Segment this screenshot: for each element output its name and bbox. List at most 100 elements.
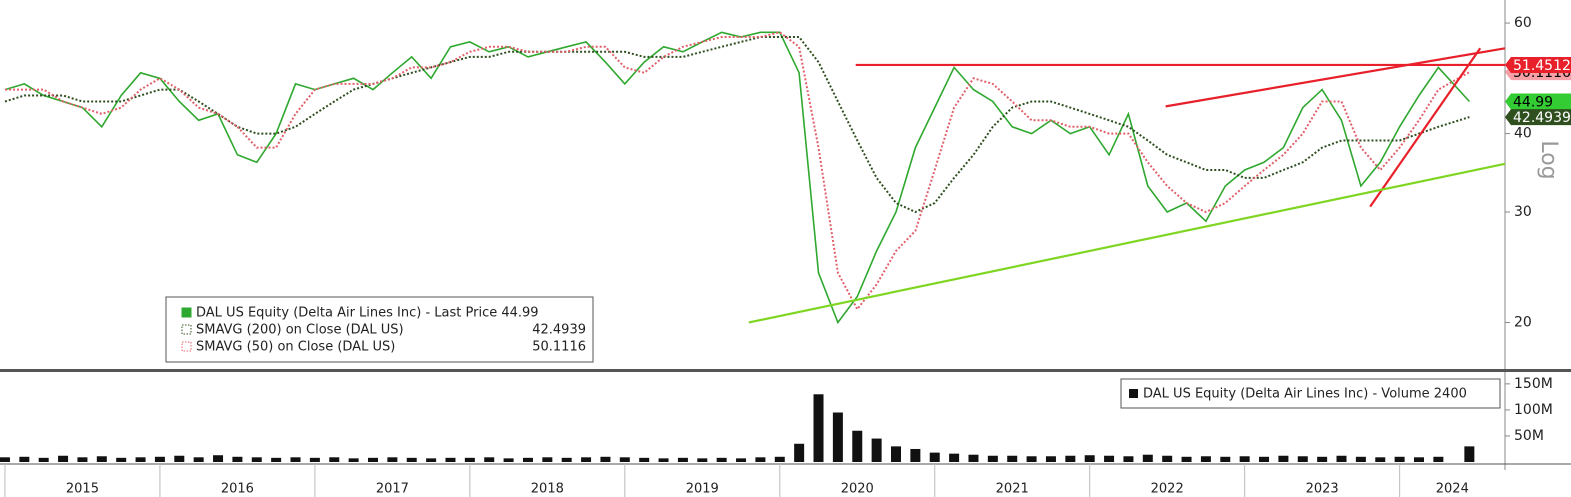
legend-box (1120, 378, 1501, 409)
bar (890, 446, 901, 462)
bar (77, 457, 88, 462)
bar (1336, 455, 1347, 462)
legend-label: SMAVG (200) on Close (DAL US) (196, 323, 404, 338)
bar (116, 457, 127, 462)
bar (677, 457, 688, 462)
x-tick-label: 2019 (686, 482, 719, 497)
x-tick-label: 2017 (376, 482, 409, 497)
legend-value: 50.1116 (532, 340, 586, 355)
bar (1065, 455, 1076, 462)
bar (1104, 455, 1115, 462)
bar (232, 456, 243, 462)
y-tick-label: 40 (1514, 126, 1532, 142)
bar (58, 455, 69, 462)
bar (581, 457, 592, 462)
bar (193, 457, 204, 462)
bar (1142, 454, 1153, 462)
price-tag-label: 51.4512 (1513, 58, 1571, 74)
price-tag-label: 44.99 (1513, 95, 1553, 111)
bar (38, 457, 49, 462)
bar (329, 457, 340, 462)
legend-box (165, 296, 594, 363)
bar (1200, 456, 1211, 462)
bar (794, 443, 805, 462)
bar (1394, 456, 1405, 462)
legend-label: SMAVG (50) on Close (DAL US) (196, 340, 395, 355)
series-line (4, 36, 1470, 214)
bar (426, 458, 437, 462)
bar (1464, 446, 1475, 462)
bar (1278, 455, 1289, 462)
bar (309, 457, 320, 462)
bar (1181, 456, 1192, 462)
y-tick-label: 150M (1514, 376, 1553, 392)
y-tick-label: 20 (1514, 314, 1532, 330)
legend-marker (181, 307, 192, 318)
bar (1239, 456, 1250, 462)
x-tick-label: 2020 (841, 482, 874, 497)
bar (154, 456, 165, 462)
bar (949, 453, 960, 462)
x-tick-label: 2018 (531, 482, 564, 497)
bar (19, 456, 30, 462)
bar (1220, 456, 1231, 462)
bar (774, 456, 785, 462)
bar (658, 458, 669, 462)
trend-line (1165, 47, 1506, 108)
bar (271, 457, 282, 462)
y-tick-label: 30 (1514, 204, 1532, 220)
bar (600, 456, 611, 462)
bar (1084, 455, 1095, 462)
series-line (4, 31, 1470, 325)
trend-line (748, 162, 1506, 324)
bar (348, 458, 359, 462)
y-tick-label: 50M (1514, 428, 1544, 444)
x-tick-label: 2022 (1151, 482, 1184, 497)
x-tick-label: 2024 (1436, 482, 1469, 497)
bar (1297, 456, 1308, 462)
x-tick-label: 2023 (1306, 482, 1339, 497)
bar (213, 455, 224, 462)
bar (542, 457, 553, 462)
legend-label: DAL US Equity (Delta Air Lines Inc) - La… (196, 306, 539, 321)
bar (716, 457, 727, 462)
legend-label: DAL US Equity (Delta Air Lines Inc) - Vo… (1143, 387, 1467, 402)
bar (503, 458, 514, 462)
bar (852, 430, 863, 462)
bar (929, 452, 940, 462)
bar (445, 457, 456, 462)
bar (1007, 455, 1018, 462)
legend: DAL US Equity (Delta Air Lines Inc) - Vo… (1120, 378, 1501, 409)
panel-divider (0, 369, 1571, 372)
bar (1045, 456, 1056, 462)
bar (251, 457, 262, 462)
y-tick-label: 100M (1514, 402, 1553, 418)
price-tag (1505, 93, 1571, 110)
x-tick-label: 2021 (996, 482, 1029, 497)
bar (367, 457, 378, 462)
y-tick-label: 60 (1514, 15, 1532, 31)
bar (0, 457, 10, 462)
price-tag (1505, 56, 1571, 73)
bar (135, 457, 146, 462)
legend-marker (1129, 389, 1138, 398)
bar (619, 457, 630, 462)
bar (464, 457, 475, 462)
bar (174, 455, 185, 462)
bar (832, 412, 843, 462)
bar (561, 457, 572, 462)
bar (871, 438, 882, 462)
bar (910, 448, 921, 462)
x-tick-label: 2015 (66, 482, 99, 497)
bar (406, 457, 417, 462)
legend: DAL US Equity (Delta Air Lines Inc) - La… (165, 296, 594, 363)
bar (522, 457, 533, 462)
bar (1433, 456, 1444, 462)
trend-line (1369, 47, 1482, 208)
legend-value: 42.4939 (532, 323, 586, 338)
y-axis-label: Log (1536, 140, 1561, 179)
legend-marker (181, 341, 192, 352)
bar (968, 454, 979, 462)
